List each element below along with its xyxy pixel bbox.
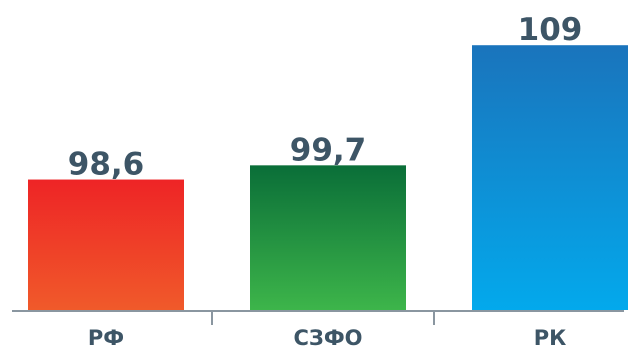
category-label-1: РФ — [88, 326, 124, 347]
category-label-3: РК — [534, 326, 567, 347]
bar-3 — [472, 45, 628, 310]
value-label-3: 109 — [518, 12, 583, 48]
bars-group — [28, 45, 628, 310]
bar-1 — [28, 179, 184, 310]
value-label-1: 98,6 — [68, 147, 145, 183]
value-label-2: 99,7 — [290, 132, 367, 168]
x-axis — [12, 310, 624, 325]
bar-2 — [250, 165, 406, 310]
value-labels-group: 98,6 99,7 109 — [68, 12, 583, 182]
category-label-2: СЗФО — [293, 326, 362, 347]
category-labels-group: РФ СЗФО РК — [88, 326, 566, 347]
